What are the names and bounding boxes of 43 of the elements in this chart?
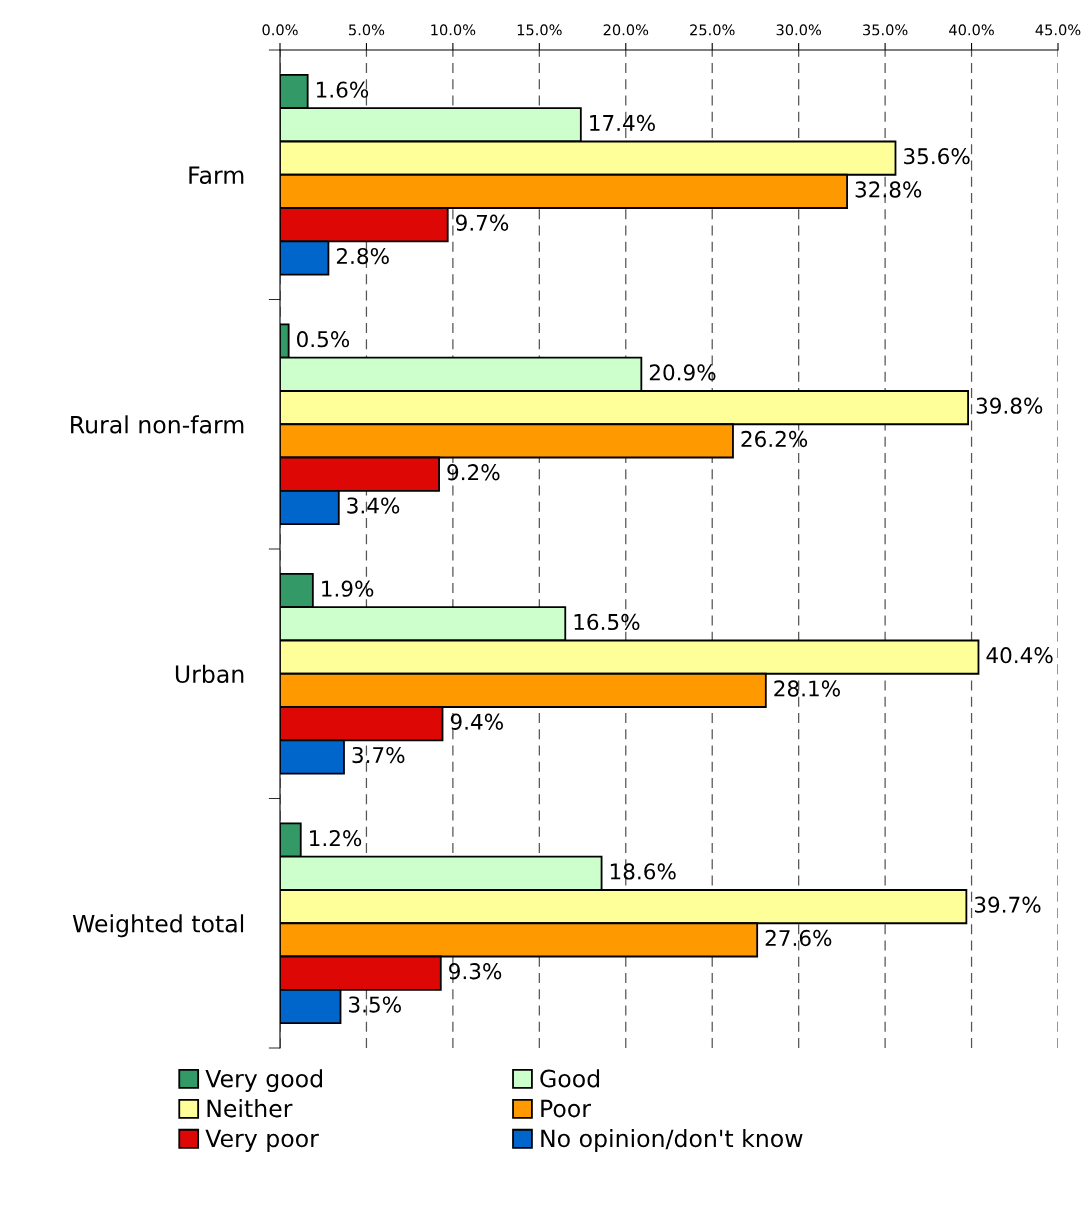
legend-label: Good <box>540 1069 600 1088</box>
legend-label: Very good <box>205 1069 322 1093</box>
x-tick-label: 20.0% <box>603 24 649 36</box>
x-tick-label: 0.0% <box>262 24 298 36</box>
data-label: 28.1% <box>774 680 840 697</box>
data-label: 3.5% <box>349 996 401 1013</box>
data-label: 20.9% <box>649 364 716 381</box>
data-label: 35.6% <box>904 148 970 165</box>
legend-label: No opinion/don't know <box>541 1129 803 1152</box>
data-label: 9.7% <box>456 214 509 231</box>
data-label: 39.8% <box>976 397 1043 414</box>
y-tick-label: Weighted total <box>72 914 244 938</box>
x-tick-label: 35.0% <box>863 24 908 36</box>
data-label: 26.2% <box>741 430 808 448</box>
data-label: 17.4% <box>590 114 655 132</box>
x-tick-label: 5.0% <box>349 24 385 36</box>
x-tick-label: 40.0% <box>949 24 994 36</box>
legend-label: Neither <box>207 1099 293 1118</box>
x-tick-label: 30.0% <box>776 24 822 36</box>
data-label: 32.8% <box>855 181 922 198</box>
x-tick-label: 10.0% <box>431 24 476 36</box>
data-label: 0.5% <box>297 331 350 348</box>
x-tick-label: 15.0% <box>517 24 562 36</box>
y-tick-label: Farm <box>189 166 244 185</box>
legend-label: Very poor <box>205 1129 319 1152</box>
data-label: 16.5% <box>574 613 640 631</box>
data-label: 18.6% <box>610 863 676 880</box>
legend-label: Poor <box>541 1099 591 1118</box>
data-label: 1.6% <box>316 81 369 98</box>
data-label: 9.3% <box>449 963 502 980</box>
data-label: 1.2% <box>310 830 362 847</box>
y-tick-label: Rural non-farm <box>71 415 244 434</box>
data-label: 27.6% <box>765 929 832 947</box>
data-label: 2.8% <box>336 247 389 265</box>
y-tick-label: Urban <box>175 664 244 684</box>
x-tick-label: 25.0% <box>690 24 735 36</box>
data-label: 9.2% <box>447 464 500 481</box>
data-label: 9.4% <box>450 713 503 730</box>
x-tick-label: 45.0% <box>1035 24 1081 36</box>
data-label: 40.4% <box>986 647 1053 664</box>
data-label: 39.7% <box>974 896 1041 913</box>
data-label: 1.9% <box>322 580 374 597</box>
data-label: 3.7% <box>352 746 405 764</box>
